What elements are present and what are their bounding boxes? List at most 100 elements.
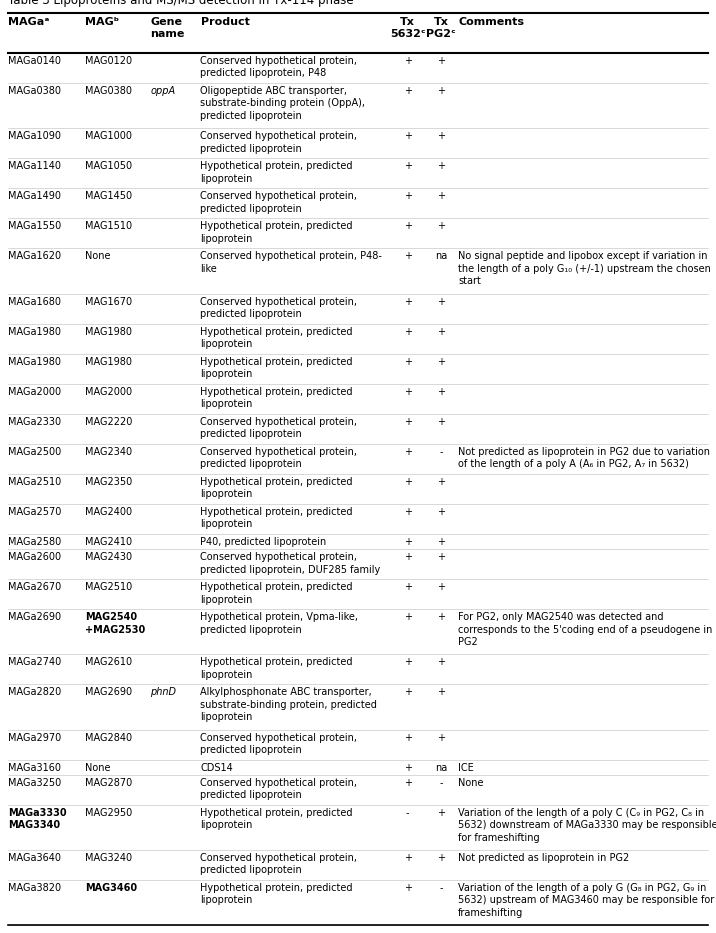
Text: +: + bbox=[404, 387, 412, 397]
Text: Hypothetical protein, predicted
lipoprotein: Hypothetical protein, predicted lipoprot… bbox=[200, 161, 353, 184]
Text: +: + bbox=[404, 161, 412, 172]
Text: MAGa2740: MAGa2740 bbox=[8, 658, 62, 667]
Text: Conserved hypothetical protein,
predicted lipoprotein: Conserved hypothetical protein, predicte… bbox=[200, 447, 357, 469]
Text: MAG2610: MAG2610 bbox=[85, 658, 132, 667]
Text: Not predicted as lipoprotein in PG2 due to variation
of the length of a poly A (: Not predicted as lipoprotein in PG2 due … bbox=[458, 447, 710, 469]
Text: For PG2, only MAG2540 was detected and
corresponds to the 5'coding end of a pseu: For PG2, only MAG2540 was detected and c… bbox=[458, 612, 712, 648]
Text: na: na bbox=[435, 762, 448, 773]
Text: MAG2690: MAG2690 bbox=[85, 688, 132, 698]
Text: Conserved hypothetical protein,
predicted lipoprotein: Conserved hypothetical protein, predicte… bbox=[200, 297, 357, 319]
Text: MAG2540
+MAG2530: MAG2540 +MAG2530 bbox=[85, 612, 145, 634]
Text: +: + bbox=[437, 477, 445, 487]
Text: +: + bbox=[404, 56, 412, 66]
Text: MAGa2970: MAGa2970 bbox=[8, 732, 62, 743]
Text: MAGa2580: MAGa2580 bbox=[8, 537, 62, 547]
Text: +: + bbox=[404, 762, 412, 773]
Text: +: + bbox=[404, 658, 412, 667]
Text: MAGa2570: MAGa2570 bbox=[8, 507, 62, 517]
Text: MAGa2510: MAGa2510 bbox=[8, 477, 62, 487]
Text: MAG3460: MAG3460 bbox=[85, 883, 137, 893]
Text: MAGaᵃ: MAGaᵃ bbox=[8, 17, 49, 27]
Text: MAGa2670: MAGa2670 bbox=[8, 582, 62, 592]
Text: MAGa3160: MAGa3160 bbox=[8, 762, 61, 773]
Text: +: + bbox=[404, 252, 412, 261]
Text: +: + bbox=[437, 582, 445, 592]
Text: Gene
name: Gene name bbox=[150, 17, 185, 39]
Text: +: + bbox=[404, 86, 412, 96]
Text: MAGa1140: MAGa1140 bbox=[8, 161, 61, 172]
Text: P40, predicted lipoprotein: P40, predicted lipoprotein bbox=[200, 537, 326, 547]
Text: MAG2000: MAG2000 bbox=[85, 387, 132, 397]
Text: MAGa2820: MAGa2820 bbox=[8, 688, 62, 698]
Text: MAGa1490: MAGa1490 bbox=[8, 191, 61, 202]
Text: Tx
5632ᶜ: Tx 5632ᶜ bbox=[390, 17, 425, 39]
Text: Hypothetical protein, predicted
lipoprotein: Hypothetical protein, predicted lipoprot… bbox=[200, 327, 353, 349]
Text: -: - bbox=[440, 777, 443, 787]
Text: +: + bbox=[437, 356, 445, 367]
Text: MAGa3640: MAGa3640 bbox=[8, 853, 61, 863]
Text: MAG1980: MAG1980 bbox=[85, 327, 132, 337]
Text: Comments: Comments bbox=[458, 17, 524, 27]
Text: MAG1050: MAG1050 bbox=[85, 161, 132, 172]
Text: +: + bbox=[437, 612, 445, 622]
Text: +: + bbox=[437, 732, 445, 743]
Text: MAGa2600: MAGa2600 bbox=[8, 552, 61, 563]
Text: Hypothetical protein, predicted
lipoprotein: Hypothetical protein, predicted lipoprot… bbox=[200, 387, 353, 410]
Text: oppA: oppA bbox=[150, 86, 175, 96]
Text: Alkylphosphonate ABC transporter,
substrate-binding protein, predicted
lipoprote: Alkylphosphonate ABC transporter, substr… bbox=[200, 688, 377, 722]
Text: na: na bbox=[435, 252, 448, 261]
Text: Conserved hypothetical protein,
predicted lipoprotein: Conserved hypothetical protein, predicte… bbox=[200, 732, 357, 755]
Text: MAGa0380: MAGa0380 bbox=[8, 86, 61, 96]
Text: Variation of the length of a poly G (G₈ in PG2, G₉ in
5632) upstream of MAG3460 : Variation of the length of a poly G (G₈ … bbox=[458, 883, 715, 918]
Text: +: + bbox=[404, 477, 412, 487]
Text: +: + bbox=[404, 537, 412, 547]
Text: Hypothetical protein, predicted
lipoprotein: Hypothetical protein, predicted lipoprot… bbox=[200, 507, 353, 529]
Text: Hypothetical protein, predicted
lipoprotein: Hypothetical protein, predicted lipoprot… bbox=[200, 477, 353, 499]
Text: MAGᵇ: MAGᵇ bbox=[85, 17, 119, 27]
Text: +: + bbox=[404, 552, 412, 563]
Text: +: + bbox=[404, 883, 412, 893]
Text: MAG2870: MAG2870 bbox=[85, 777, 132, 787]
Text: MAG2950: MAG2950 bbox=[85, 808, 132, 817]
Text: MAG2340: MAG2340 bbox=[85, 447, 132, 457]
Text: Hypothetical protein, predicted
lipoprotein: Hypothetical protein, predicted lipoprot… bbox=[200, 808, 353, 830]
Text: MAGa2690: MAGa2690 bbox=[8, 612, 61, 622]
Text: +: + bbox=[437, 688, 445, 698]
Text: +: + bbox=[437, 132, 445, 141]
Text: Conserved hypothetical protein,
predicted lipoprotein, DUF285 family: Conserved hypothetical protein, predicte… bbox=[200, 552, 381, 575]
Text: MAG1510: MAG1510 bbox=[85, 221, 132, 231]
Text: MAGa0140: MAGa0140 bbox=[8, 56, 61, 66]
Text: No signal peptide and lipobox except if variation in
the length of a poly G₁₀ (+: No signal peptide and lipobox except if … bbox=[458, 252, 711, 286]
Text: +: + bbox=[437, 191, 445, 202]
Text: MAG2510: MAG2510 bbox=[85, 582, 132, 592]
Text: Hypothetical protein, predicted
lipoprotein: Hypothetical protein, predicted lipoprot… bbox=[200, 356, 353, 379]
Text: None: None bbox=[85, 762, 110, 773]
Text: +: + bbox=[437, 387, 445, 397]
Text: MAGa1090: MAGa1090 bbox=[8, 132, 61, 141]
Text: MAGa1980: MAGa1980 bbox=[8, 327, 61, 337]
Text: Conserved hypothetical protein,
predicted lipoprotein: Conserved hypothetical protein, predicte… bbox=[200, 132, 357, 154]
Text: MAG2840: MAG2840 bbox=[85, 732, 132, 743]
Text: Product: Product bbox=[200, 17, 249, 27]
Text: +: + bbox=[404, 417, 412, 426]
Text: MAGa2500: MAGa2500 bbox=[8, 447, 62, 457]
Text: +: + bbox=[404, 612, 412, 622]
Text: MAG2410: MAG2410 bbox=[85, 537, 132, 547]
Text: MAGa3250: MAGa3250 bbox=[8, 777, 62, 787]
Text: Conserved hypothetical protein,
predicted lipoprotein: Conserved hypothetical protein, predicte… bbox=[200, 853, 357, 875]
Text: Not predicted as lipoprotein in PG2: Not predicted as lipoprotein in PG2 bbox=[458, 853, 629, 863]
Text: +: + bbox=[437, 56, 445, 66]
Text: +: + bbox=[437, 552, 445, 563]
Text: None: None bbox=[458, 777, 483, 787]
Text: +: + bbox=[404, 688, 412, 698]
Text: Oligopeptide ABC transporter,
substrate-binding protein (OppA),
predicted lipopr: Oligopeptide ABC transporter, substrate-… bbox=[200, 86, 365, 121]
Text: +: + bbox=[404, 356, 412, 367]
Text: MAG1670: MAG1670 bbox=[85, 297, 132, 307]
Text: +: + bbox=[437, 537, 445, 547]
Text: -: - bbox=[406, 808, 410, 817]
Text: ICE: ICE bbox=[458, 762, 474, 773]
Text: Conserved hypothetical protein, P48-
like: Conserved hypothetical protein, P48- lik… bbox=[200, 252, 382, 274]
Text: Tx
PG2ᶜ: Tx PG2ᶜ bbox=[427, 17, 456, 39]
Text: MAG1450: MAG1450 bbox=[85, 191, 132, 202]
Text: MAGa1980: MAGa1980 bbox=[8, 356, 61, 367]
